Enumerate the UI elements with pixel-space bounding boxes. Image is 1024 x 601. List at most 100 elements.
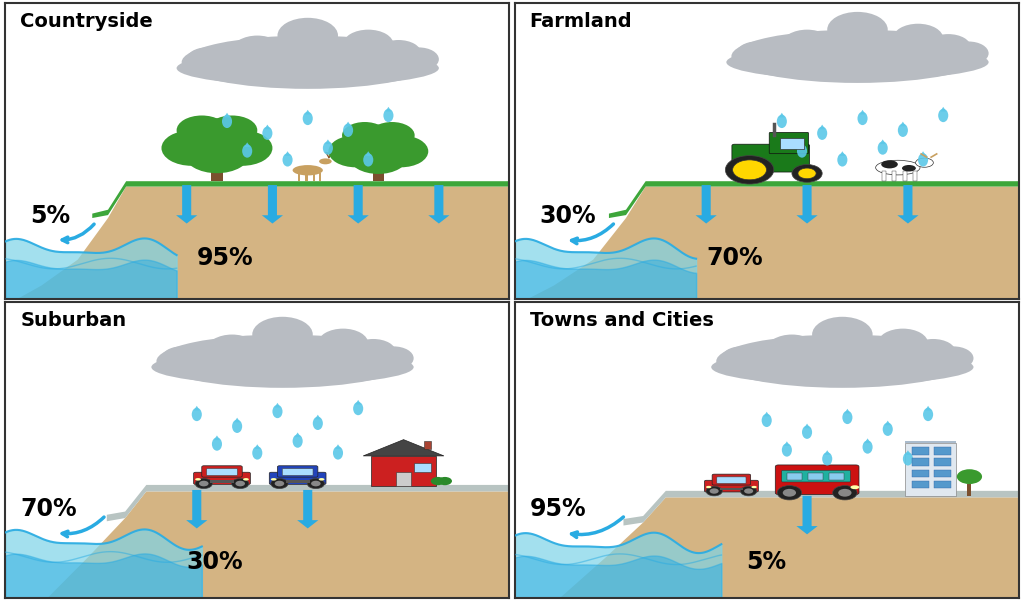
Bar: [903, 171, 906, 181]
Ellipse shape: [876, 160, 920, 175]
Text: Towns and Cities: Towns and Cities: [529, 311, 714, 330]
Ellipse shape: [910, 339, 955, 365]
Ellipse shape: [782, 29, 833, 59]
Ellipse shape: [736, 41, 777, 65]
Polygon shape: [106, 485, 519, 521]
Polygon shape: [920, 151, 926, 156]
Ellipse shape: [817, 127, 827, 140]
Circle shape: [212, 130, 272, 166]
Circle shape: [370, 122, 415, 148]
FancyArrow shape: [347, 185, 369, 224]
Text: 5%: 5%: [31, 204, 71, 228]
Bar: [905, 442, 955, 496]
Bar: [934, 469, 951, 477]
Polygon shape: [783, 441, 790, 446]
Ellipse shape: [938, 109, 948, 122]
Ellipse shape: [782, 444, 792, 457]
Circle shape: [710, 489, 719, 493]
Polygon shape: [779, 113, 784, 117]
Bar: [424, 441, 431, 448]
Ellipse shape: [383, 109, 393, 122]
Ellipse shape: [862, 441, 872, 454]
Circle shape: [833, 486, 857, 500]
Circle shape: [782, 489, 796, 496]
Bar: [905, 441, 955, 443]
Polygon shape: [366, 151, 372, 156]
Bar: [913, 171, 916, 181]
FancyBboxPatch shape: [202, 466, 243, 477]
Circle shape: [181, 118, 252, 160]
Polygon shape: [764, 412, 770, 416]
Ellipse shape: [797, 144, 807, 157]
Polygon shape: [274, 403, 281, 407]
Ellipse shape: [843, 410, 852, 424]
Ellipse shape: [726, 44, 988, 80]
Ellipse shape: [242, 144, 252, 157]
Ellipse shape: [857, 112, 867, 125]
Polygon shape: [940, 107, 946, 112]
FancyBboxPatch shape: [769, 132, 809, 154]
Bar: [780, 138, 804, 148]
Circle shape: [740, 486, 757, 496]
Circle shape: [231, 478, 249, 489]
Ellipse shape: [926, 34, 971, 61]
Circle shape: [792, 165, 822, 182]
Text: 70%: 70%: [20, 497, 77, 521]
Bar: [298, 173, 300, 181]
Ellipse shape: [374, 346, 414, 370]
FancyArrow shape: [262, 185, 283, 224]
Text: Countryside: Countryside: [20, 12, 153, 31]
Circle shape: [839, 489, 852, 496]
Polygon shape: [824, 450, 830, 455]
Bar: [373, 154, 384, 181]
Ellipse shape: [270, 478, 276, 481]
Polygon shape: [0, 492, 519, 601]
Polygon shape: [355, 400, 361, 404]
Text: 5%: 5%: [746, 551, 786, 575]
Ellipse shape: [252, 447, 262, 460]
Ellipse shape: [196, 478, 201, 481]
Circle shape: [236, 481, 245, 486]
Ellipse shape: [882, 160, 898, 168]
Bar: [786, 473, 802, 480]
Polygon shape: [845, 409, 850, 413]
Circle shape: [176, 115, 227, 145]
FancyBboxPatch shape: [194, 472, 250, 484]
Circle shape: [184, 135, 250, 173]
Circle shape: [725, 156, 774, 184]
FancyBboxPatch shape: [732, 144, 810, 172]
Ellipse shape: [822, 452, 833, 466]
Bar: [414, 463, 431, 472]
FancyArrow shape: [897, 185, 919, 224]
Ellipse shape: [777, 115, 786, 128]
Polygon shape: [505, 186, 1024, 305]
Ellipse shape: [353, 402, 364, 415]
Bar: [892, 171, 896, 181]
Ellipse shape: [333, 447, 343, 460]
Bar: [912, 481, 929, 489]
Polygon shape: [234, 418, 241, 423]
Bar: [828, 473, 845, 480]
Ellipse shape: [319, 159, 332, 164]
Ellipse shape: [762, 413, 772, 427]
Ellipse shape: [731, 29, 984, 83]
Bar: [286, 480, 309, 483]
Polygon shape: [885, 421, 891, 426]
Ellipse shape: [283, 153, 293, 166]
Polygon shape: [264, 124, 270, 129]
Ellipse shape: [712, 349, 974, 385]
Text: 95%: 95%: [197, 246, 253, 270]
Ellipse shape: [312, 416, 323, 430]
Ellipse shape: [364, 153, 374, 166]
Text: 30%: 30%: [186, 551, 244, 575]
Ellipse shape: [721, 346, 762, 370]
FancyArrow shape: [695, 185, 717, 224]
FancyBboxPatch shape: [705, 480, 759, 492]
Circle shape: [207, 115, 257, 145]
FancyBboxPatch shape: [207, 469, 238, 475]
Circle shape: [346, 124, 411, 162]
Text: 95%: 95%: [529, 497, 587, 521]
Polygon shape: [345, 121, 351, 126]
Bar: [318, 173, 322, 181]
Circle shape: [311, 481, 321, 486]
